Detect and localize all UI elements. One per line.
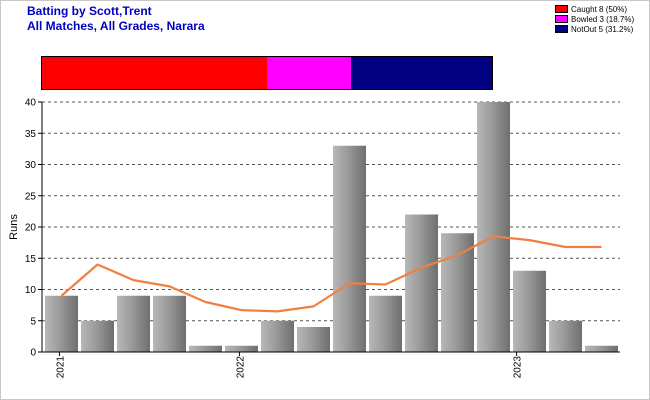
bar-6 xyxy=(225,345,258,352)
legend-item-notout: NotOut 5 (31.2%) xyxy=(555,24,634,34)
legend-label-notout: NotOut 5 (31.2%) xyxy=(571,24,634,34)
x-tick-label-2021: 2021 xyxy=(55,356,66,379)
bar-16 xyxy=(585,345,618,352)
bar-10 xyxy=(369,295,402,352)
bar-11 xyxy=(405,214,438,352)
title-line-1: Batting by Scott,Trent xyxy=(27,4,152,18)
y-tick-label-10: 10 xyxy=(25,285,37,296)
bar-1 xyxy=(45,295,78,352)
legend-item-bowled: Bowled 3 (18.7%) xyxy=(555,14,634,24)
y-tick-label-0: 0 xyxy=(30,348,36,359)
bar-13 xyxy=(477,102,510,352)
y-tick-label-35: 35 xyxy=(25,129,37,140)
bar-12 xyxy=(441,233,474,352)
bar-14 xyxy=(513,270,546,352)
bar-2 xyxy=(81,320,114,352)
y-tick-label-5: 5 xyxy=(30,316,36,327)
average-line xyxy=(60,235,602,313)
ratio-segment-caught xyxy=(42,57,267,89)
legend-label-bowled: Bowled 3 (18.7%) xyxy=(571,14,635,24)
legend-swatch-caught xyxy=(555,5,568,13)
chart-title: Batting by Scott,Trent All Matches, All … xyxy=(27,4,205,34)
bar-7 xyxy=(261,320,294,352)
bar-9 xyxy=(333,145,366,352)
bar-8 xyxy=(297,327,330,352)
bar-5 xyxy=(189,345,222,352)
legend-swatch-bowled xyxy=(555,15,568,23)
ratio-segment-notout xyxy=(351,57,492,89)
legend: Caught 8 (50%) Bowled 3 (18.7%) NotOut 5… xyxy=(555,4,634,34)
x-tick-label-2023: 2023 xyxy=(513,356,524,379)
dismissal-ratio-bar xyxy=(41,56,493,90)
ratio-segment-bowled xyxy=(267,57,352,89)
legend-label-caught: Caught 8 (50%) xyxy=(571,4,628,14)
title-line-2: All Matches, All Grades, Narara xyxy=(27,19,205,33)
y-tick-label-30: 30 xyxy=(25,160,37,171)
bar-15 xyxy=(549,320,582,352)
y-tick-label-15: 15 xyxy=(25,254,37,265)
y-tick-label-25: 25 xyxy=(25,191,37,202)
y-tick-label-20: 20 xyxy=(25,223,37,234)
bar-4 xyxy=(153,295,186,352)
legend-swatch-notout xyxy=(555,25,568,33)
y-tick-label-40: 40 xyxy=(25,98,37,109)
y-axis-title: Runs xyxy=(8,214,20,240)
bar-3 xyxy=(117,295,150,352)
x-tick-label-2022: 2022 xyxy=(235,356,246,379)
legend-item-caught: Caught 8 (50%) xyxy=(555,4,634,14)
